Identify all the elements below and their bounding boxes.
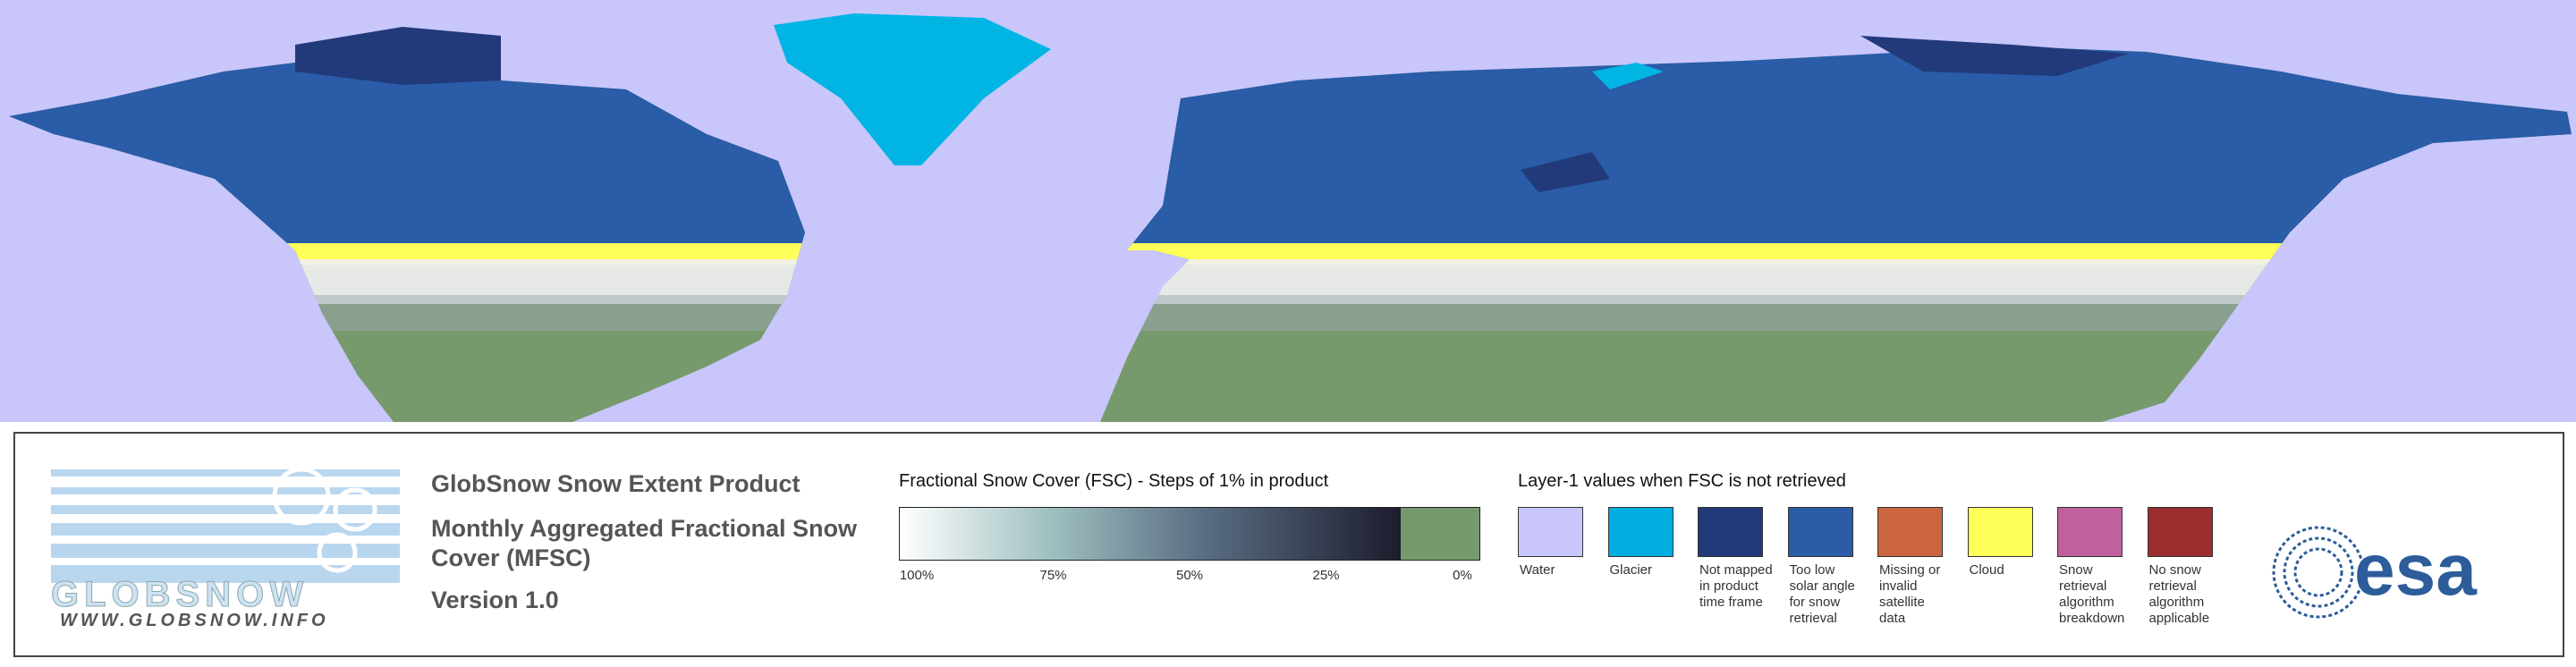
- legend-swatch: [1877, 507, 1943, 557]
- fsc-tick-label: 50%: [1175, 568, 1204, 583]
- legend-label: Glacier: [1609, 562, 1653, 578]
- legend-label: Not mapped in product time frame: [1699, 562, 1773, 610]
- arctic-islands: [295, 27, 501, 85]
- legend-swatch: [1518, 507, 1583, 557]
- legend-label: Snow retrieval algorithm breakdown: [2059, 562, 2125, 626]
- legend-swatch: [1787, 507, 1853, 557]
- esa-logo: esa: [2272, 526, 2478, 619]
- glacier: [1592, 63, 1664, 89]
- map: [0, 0, 2576, 422]
- product-title: GlobSnow Snow Extent Product: [431, 470, 801, 497]
- legend-swatch: [2147, 507, 2213, 557]
- arctic-islands: [1860, 36, 2129, 76]
- partial-snow: [9, 295, 2572, 331]
- esa-text: esa: [2354, 529, 2478, 611]
- fsc-colorbar: [899, 507, 1480, 561]
- fsc-tick-label: 25%: [1312, 568, 1340, 583]
- legend-swatch: [1607, 507, 1674, 557]
- fsc-tick-label: 100%: [899, 568, 935, 583]
- legend-label: Water: [1520, 562, 1555, 578]
- logo-url: WWW.GLOBSNOW.INFO: [60, 611, 329, 626]
- legend-panel: GLOBSNOW WWW.GLOBSNOW.INFO GlobSnow Snow…: [13, 432, 2564, 657]
- fsc-tick-label: 75%: [1039, 568, 1067, 583]
- legend-label: Missing or invalid satellite data: [1879, 562, 1941, 626]
- legend-label: Too low solar angle for snow retrieval: [1789, 562, 1855, 626]
- fsc-zero: [1401, 508, 1479, 560]
- legend-label: Cloud: [1969, 562, 2004, 578]
- layer1-title: Layer-1 values when FSC is not retrieved: [1518, 471, 1846, 491]
- legend-swatch: [2057, 507, 2123, 557]
- product-subtitle: Monthly Aggregated Fractional Snow Cover…: [431, 515, 858, 571]
- fsc-title: Fractional Snow Cover (FSC) - Steps of 1…: [899, 471, 1329, 491]
- land: [9, 46, 2572, 422]
- product-version: Version 1.0: [431, 587, 559, 613]
- greenland: [774, 13, 1051, 165]
- legend-label: No snow retrieval algorithm applicable: [2148, 562, 2210, 626]
- layer1-items: Water Glacier Not mapped in product time f…: [1518, 507, 2233, 650]
- not-mapped-area: [1521, 152, 1610, 192]
- logo-name: GLOBSNOW: [51, 575, 309, 614]
- legend-swatch: [1967, 507, 2033, 557]
- fsc-tick-label: 0%: [1453, 568, 1472, 583]
- fsc-gradient: [900, 508, 1401, 560]
- fsc-ticks: 100% 75% 50% 25% 0%: [899, 568, 1479, 586]
- globsnow-logo: GLOBSNOW WWW.GLOBSNOW.INFO: [51, 467, 400, 626]
- legend-swatch: [1698, 507, 1763, 557]
